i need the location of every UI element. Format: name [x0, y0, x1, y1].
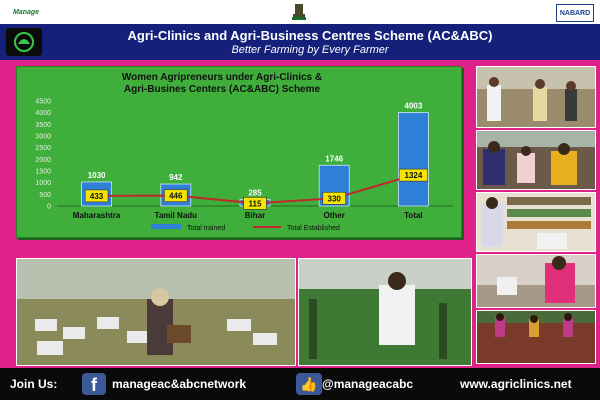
chart: Women Agripreneurs under Agri-Clinics & … — [35, 72, 453, 232]
y-tick-label: 1500 — [35, 169, 51, 176]
x-tick-label: Other — [324, 211, 345, 220]
y-tick-label: 3000 — [35, 134, 51, 141]
bar-value-label: 942 — [169, 173, 183, 182]
photo-farmers-field — [476, 66, 596, 128]
line-value-box — [243, 197, 267, 210]
y-tick-label: 3500 — [35, 122, 51, 129]
line-value-box — [398, 168, 428, 182]
chart-panel: Women Agripreneurs under Agri-Clinics & … — [16, 66, 462, 238]
nabard-logo: NABARD — [556, 4, 594, 22]
website-link[interactable]: www.agriclinics.net — [460, 377, 572, 391]
legend-swatch-bar — [151, 224, 181, 229]
bar-value-label: 1746 — [325, 154, 343, 163]
x-tick-label: Maharashtra — [73, 211, 121, 220]
x-tick-label: Total — [404, 211, 423, 220]
chart-title-line-1: Women Agripreneurs under Agri-Clinics & — [122, 72, 322, 83]
page-title: Agri-Clinics and Agri-Business Centres S… — [127, 28, 493, 43]
line-value-box — [164, 189, 188, 202]
bar-total — [397, 112, 429, 207]
y-tick-label: 2500 — [35, 145, 51, 152]
line-value-label: 446 — [169, 192, 183, 201]
bar-value-label: 1030 — [88, 171, 106, 180]
facebook-icon[interactable]: f — [82, 373, 106, 395]
manage-logo: Manage — [12, 8, 40, 16]
photo-field-work — [476, 310, 596, 364]
national-emblem-icon — [287, 2, 311, 22]
legend-label-total-established: Total Established — [287, 225, 340, 232]
chart-title-line-2: Agri-Busines Centers (AC&ABC) Scheme — [124, 84, 321, 95]
y-tick-label: 1000 — [35, 180, 51, 187]
title-banner: Agri-Clinics and Agri-Business Centres S… — [0, 24, 600, 60]
page-subtitle: Better Farming by Every Farmer — [231, 44, 389, 56]
photo-greenhouse — [298, 258, 472, 366]
y-tick-label: 0 — [47, 204, 51, 211]
line-value-label: 433 — [90, 192, 104, 201]
photo-agri-shop — [476, 192, 596, 252]
bar-value-label: 285 — [248, 188, 262, 197]
social-handle-link[interactable]: @manageacabc — [322, 377, 414, 391]
legend-label-total-trained: Total trained — [187, 225, 225, 232]
photo-worker-pesticide — [476, 254, 596, 308]
chart-legend: Total trained Total Established — [151, 224, 340, 232]
line-value-label: 115 — [249, 199, 262, 208]
y-tick-label: 500 — [39, 192, 51, 199]
bar-value-label: 4003 — [405, 102, 423, 111]
line-value-box — [322, 192, 346, 205]
y-tick-label: 4000 — [35, 110, 51, 117]
photo-training-class — [476, 130, 596, 190]
acabc-logo-icon — [6, 28, 42, 56]
join-label: Join Us: — [10, 377, 58, 391]
like-thumb-icon[interactable]: 👍 — [296, 373, 322, 395]
line-value-label: 330 — [328, 194, 342, 203]
y-tick-label: 2000 — [35, 157, 51, 164]
footer-bar: Join Us: f manageac&abcnetwork 👍 @manage… — [0, 368, 600, 400]
line-value-box — [84, 189, 109, 203]
photo-beekeeping — [16, 258, 296, 366]
facebook-page-link[interactable]: manageac&abcnetwork — [112, 377, 247, 391]
line-value-label: 1324 — [405, 171, 423, 180]
top-logo-bar: Manage NABARD — [0, 0, 600, 24]
y-tick-label: 4500 — [35, 99, 51, 106]
x-tick-label: Tamil Nadu — [155, 211, 198, 220]
x-tick-label: Bihar — [245, 211, 265, 220]
